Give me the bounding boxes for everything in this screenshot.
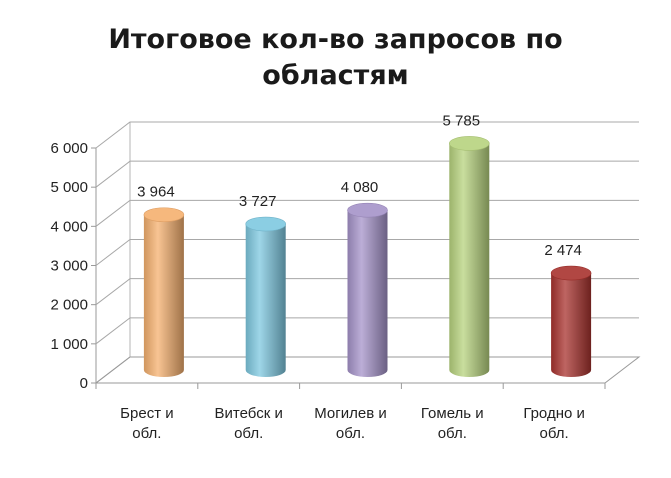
gridlines (95, 121, 639, 345)
chart-title: Итоговое кол-во запросов по областям (0, 22, 671, 94)
chart-title-line-1: Итоговое кол-во запросов по (108, 24, 563, 55)
category-label: Гродно и обл. (523, 405, 585, 442)
category-label: Витебск и обл. (215, 405, 283, 442)
data-label: 4 080 (341, 179, 379, 196)
bar (550, 265, 592, 377)
chart-title-line-2: областям (262, 60, 409, 91)
y-tick-label: 2 000 (50, 297, 88, 314)
y-tick-label: 3 000 (50, 258, 88, 275)
data-label: 2 474 (544, 242, 582, 259)
y-tick-label: 6 000 (50, 140, 88, 157)
y-axis-ticks: 0 1 000 2 000 3 000 4 000 5 000 6 000 (50, 140, 96, 392)
data-labels: 3 964 3 727 4 080 5 785 2 474 (137, 112, 582, 259)
bar (143, 207, 185, 377)
y-tick-label: 1 000 (50, 336, 88, 353)
category-label: Брест и обл. (120, 405, 173, 442)
data-label: 3 964 (137, 184, 175, 201)
data-label: 3 727 (239, 193, 277, 210)
category-label: Гомель и обл. (421, 405, 484, 442)
bar (245, 216, 287, 377)
y-tick-label: 5 000 (50, 179, 88, 196)
bar (448, 136, 490, 377)
y-tick-label: 0 (80, 375, 88, 392)
data-label: 5 785 (443, 112, 481, 129)
bar (347, 202, 388, 377)
y-tick-label: 4 000 (50, 218, 88, 235)
category-label: Могилев и обл. (314, 405, 386, 442)
bars (143, 136, 592, 377)
x-axis-categories: Брест и обл. Витебск и обл. Могилев и обл. Гом… (120, 405, 585, 442)
